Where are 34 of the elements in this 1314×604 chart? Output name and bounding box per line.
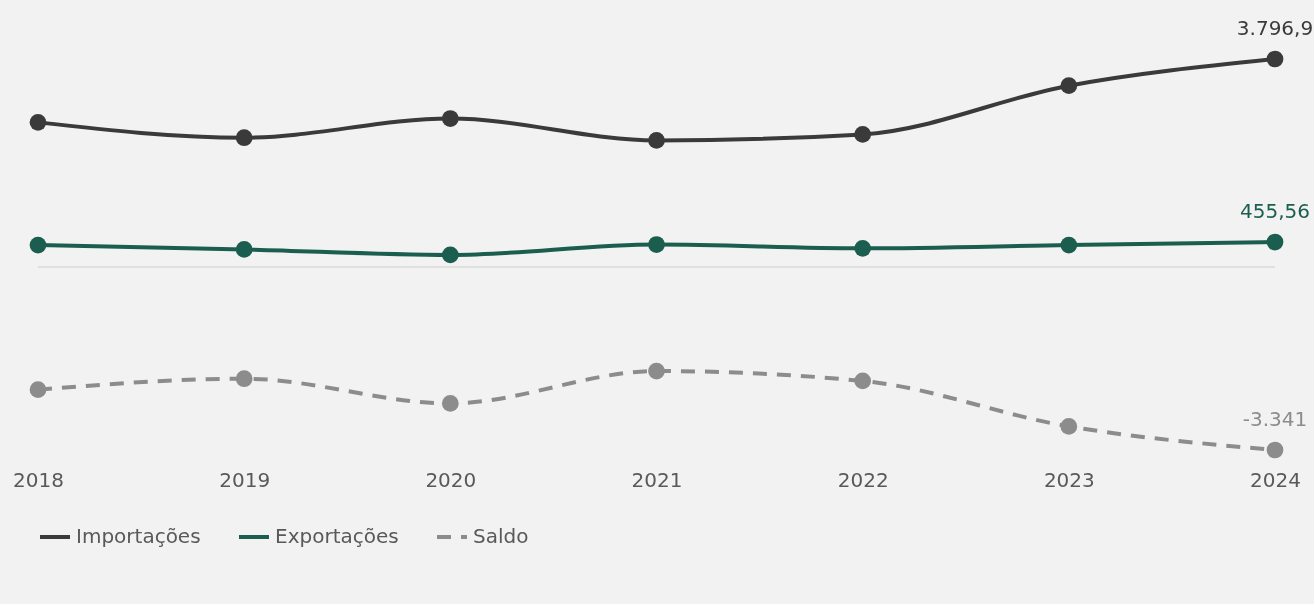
point bbox=[1266, 233, 1284, 251]
x-tick-label: 2023 bbox=[1043, 467, 1095, 492]
point bbox=[854, 240, 872, 257]
data-label: 3.796,9 bbox=[1236, 16, 1314, 40]
x-tick-label: 2019 bbox=[219, 467, 271, 492]
point bbox=[235, 241, 253, 258]
legend-label: Importações bbox=[76, 524, 201, 548]
point bbox=[648, 236, 665, 253]
point bbox=[29, 114, 47, 131]
data-label: 455,56 bbox=[1240, 199, 1310, 224]
point bbox=[1060, 77, 1078, 95]
point bbox=[441, 246, 459, 264]
point bbox=[854, 372, 872, 390]
point bbox=[1060, 418, 1078, 435]
point bbox=[648, 132, 665, 149]
point bbox=[854, 126, 872, 143]
point bbox=[648, 362, 665, 380]
point bbox=[235, 370, 253, 388]
x-tick-label: 2022 bbox=[837, 467, 889, 492]
point bbox=[29, 236, 47, 254]
data-label: -3.341 bbox=[1242, 407, 1308, 431]
point bbox=[441, 395, 459, 412]
legend-label: Saldo bbox=[473, 524, 529, 548]
x-tick-label: 2018 bbox=[13, 467, 64, 492]
legend-label: Exportações bbox=[275, 524, 399, 548]
point bbox=[29, 381, 47, 399]
point bbox=[441, 110, 459, 127]
x-tick-label: 2021 bbox=[631, 467, 683, 492]
point bbox=[1060, 236, 1078, 254]
x-tick-label: 2024 bbox=[1250, 467, 1301, 492]
point bbox=[235, 129, 253, 147]
point bbox=[1266, 441, 1284, 459]
x-tick-label: 2020 bbox=[425, 467, 477, 492]
point bbox=[1266, 50, 1284, 68]
